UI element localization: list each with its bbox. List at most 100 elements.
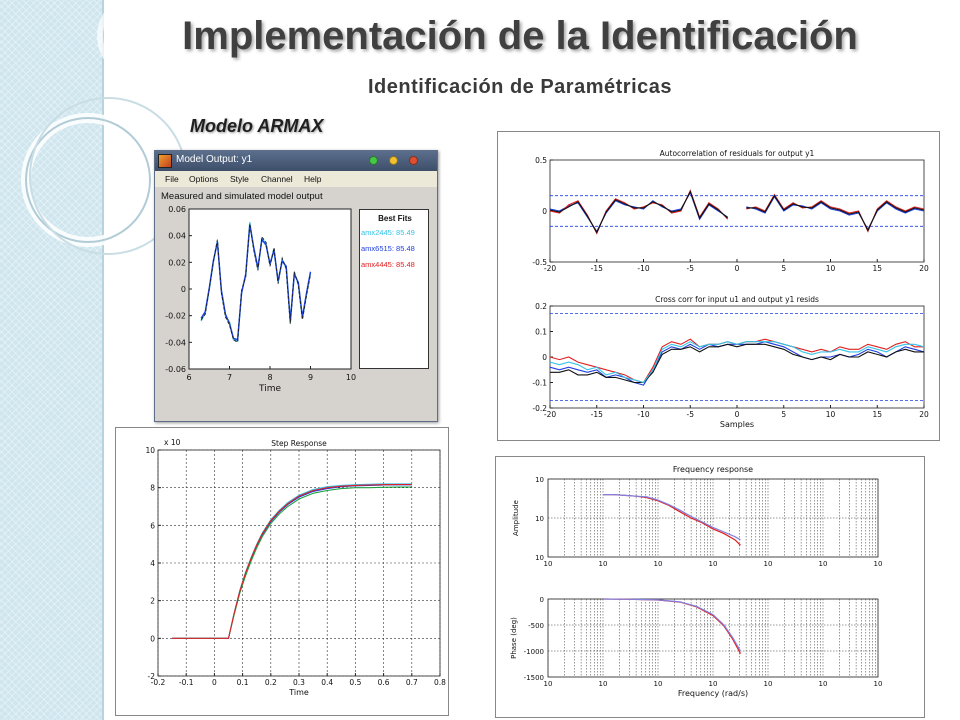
y-tick-label: 0.02 — [168, 258, 186, 267]
x-tick-label: -15 — [591, 410, 603, 419]
plot-area — [549, 159, 925, 263]
window-titlebar: Model Output: y1 — [155, 151, 437, 171]
menu-file[interactable]: File — [165, 174, 179, 184]
y-tick-label: 0.1 — [535, 328, 547, 337]
y-axis-multiplier: x 10 — [164, 438, 181, 447]
x-tick-label: 20 — [919, 410, 929, 419]
x-tick-label: 10 — [819, 560, 828, 568]
series-line — [549, 341, 925, 384]
step-response-plot: -0.2 -0.1 0 0.1 0.2 0.3 0.4 0.5 0.6 0.7 0.8 10 8 6 4 2 0… — [145, 438, 446, 697]
x-tick-label: 9 — [308, 373, 313, 382]
slide-subtitle: Identificación de Paramétricas — [367, 76, 672, 98]
window-menubar: File Options Style Channel Help — [155, 171, 437, 187]
x-tick-label: 10 — [764, 560, 773, 568]
y-tick-label: 0 — [540, 596, 544, 604]
x-tick-label: -0.2 — [151, 678, 166, 687]
series-line — [603, 493, 741, 541]
x-tick-label: -20 — [544, 264, 556, 273]
x-tick-label: 0.2 — [265, 678, 277, 687]
menu-help[interactable]: Help — [304, 174, 322, 184]
best-fit-item[interactable]: amx2445: 85.49 — [361, 228, 415, 237]
x-axis-label: Time — [258, 384, 281, 394]
y-tick-label: 0 — [542, 353, 547, 362]
y-tick-label: -2 — [148, 672, 156, 681]
x-tick-label: -20 — [544, 410, 556, 419]
x-tick-label: 10 — [709, 680, 718, 688]
series-line — [172, 486, 412, 639]
x-tick-label: -5 — [687, 264, 695, 273]
x-tick-label: -5 — [687, 410, 695, 419]
x-tick-label: 0.8 — [434, 678, 446, 687]
chart-title: Autocorrelation of residuals for output … — [660, 149, 815, 158]
x-tick-label: 10 — [709, 560, 718, 568]
residuals-plots: -20 -15 -10 -5 0 5 10 15 20 0.5 0 -0.5 Autocorrelati… — [532, 149, 929, 429]
y-tick-label: -0.2 — [532, 404, 547, 413]
y-tick-label: -0.04 — [165, 338, 186, 347]
y-tick-label: 0 — [150, 634, 155, 643]
model-output-plot-title: Measured and simulated model output — [161, 191, 323, 202]
y-tick-label: -0.06 — [165, 365, 186, 374]
plot-area — [549, 305, 925, 409]
y-tick-label: 4 — [150, 559, 155, 568]
minimize-button[interactable] — [369, 156, 378, 165]
window-title: Model Output: y1 — [176, 154, 253, 165]
x-tick-label: 10 — [874, 560, 883, 568]
model-label: Modelo ARMAX — [190, 116, 324, 136]
y-tick-label: -0.5 — [532, 258, 547, 267]
series-line — [550, 343, 924, 384]
series-line — [602, 598, 742, 652]
x-tick-label: -15 — [591, 264, 603, 273]
x-tick-label: 10 — [874, 680, 883, 688]
x-tick-label: 0.5 — [349, 678, 361, 687]
series-line — [200, 224, 312, 341]
x-tick-label: 10 — [826, 264, 836, 273]
close-button[interactable] — [409, 156, 418, 165]
x-tick-label: 10 — [599, 680, 608, 688]
y-tick-label: 2 — [150, 597, 155, 606]
x-tick-label: 6 — [186, 373, 191, 382]
model-output-window: Model Output: y1 File Options Style Chan… — [154, 150, 438, 422]
x-tick-label: 5 — [781, 410, 786, 419]
best-fit-item[interactable]: amx6515: 85.48 — [361, 244, 415, 253]
best-fit-item[interactable]: amx4445: 85.48 — [361, 260, 415, 269]
menu-style[interactable]: Style — [230, 174, 249, 184]
y-tick-label: -1500 — [524, 674, 544, 682]
maximize-button[interactable] — [389, 156, 398, 165]
x-axis-label: Time — [288, 688, 309, 697]
menu-options[interactable]: Options — [189, 174, 219, 184]
x-tick-label: 10 — [764, 680, 773, 688]
x-tick-label: 10 — [826, 410, 836, 419]
x-tick-label: -0.1 — [179, 678, 194, 687]
x-tick-label: 10 — [544, 680, 553, 688]
y-tick-label: 0.2 — [535, 302, 547, 311]
decorative-rings — [21, 0, 187, 255]
menu-channel[interactable]: Channel — [261, 174, 293, 184]
model-output-plot: 6 7 8 9 10 0.06 0.04 0.02 0 -0.02 -0.04 -0.06 Time — [165, 205, 356, 394]
x-tick-label: 15 — [872, 410, 882, 419]
x-tick-label: -10 — [637, 264, 649, 273]
y-tick-label: 6 — [150, 521, 155, 530]
y-tick-label: 0.5 — [535, 156, 547, 165]
x-tick-label: 20 — [919, 264, 929, 273]
y-tick-label: -500 — [528, 622, 544, 630]
matlab-app-icon — [158, 154, 172, 168]
y-axis-label: Phase (deg) — [510, 617, 518, 659]
y-tick-label: 0.06 — [168, 205, 186, 214]
x-tick-label: 10 — [654, 560, 663, 568]
x-tick-label: 10 — [544, 560, 553, 568]
chart-title: Step Response — [271, 439, 327, 448]
series-line — [549, 190, 729, 234]
x-tick-label: 10 — [346, 373, 356, 382]
x-tick-label: -10 — [637, 410, 649, 419]
series-line — [172, 483, 412, 639]
x-tick-label: 15 — [872, 264, 882, 273]
x-tick-label: 8 — [267, 373, 272, 382]
x-axis-label: Samples — [720, 420, 754, 429]
x-tick-label: 7 — [227, 373, 232, 382]
y-tick-label: -0.02 — [165, 312, 186, 321]
y-tick-label: 0 — [181, 285, 186, 294]
y-tick-label: 0.04 — [168, 232, 186, 241]
frequency-response-panel: 10 10 10 10 10 10 10 Frequency response 10 10 10 Am… — [495, 456, 925, 718]
best-fits-list: Best Fits amx2445: 85.49 amx6515: 85.48 … — [359, 209, 429, 369]
